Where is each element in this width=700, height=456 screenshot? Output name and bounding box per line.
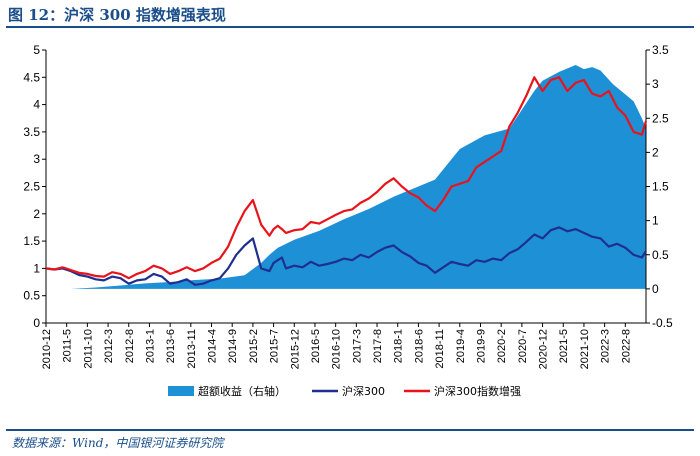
line-layer <box>45 76 648 286</box>
x-tick-label: 2020-7 <box>517 329 529 363</box>
x-tick-label: 2013-1 <box>144 329 156 363</box>
x-tick-label: 2022-3 <box>600 329 612 363</box>
source-note: 数据来源：Wind，中国银河证券研究院 <box>12 436 224 450</box>
left-tick-label: 5 <box>33 43 40 57</box>
right-tick-label: 2.5 <box>652 111 669 125</box>
x-tick-label: 2020-2 <box>496 329 508 363</box>
series-enhanced-line <box>45 76 648 280</box>
x-tick-label: 2020-12 <box>538 329 550 369</box>
left-tick-label: 2.5 <box>23 180 40 194</box>
right-tick-label: 1.5 <box>652 180 669 194</box>
legend-excess-swatch <box>168 386 194 396</box>
x-tick-label: 2019-4 <box>455 329 467 363</box>
x-tick-label: 2016-5 <box>310 329 322 363</box>
right-tick-label: 2 <box>652 145 659 159</box>
left-tick-label: 1 <box>33 261 40 275</box>
x-tick-label: 2018-6 <box>413 329 425 363</box>
footer-divider <box>6 429 694 431</box>
x-tick-label: 2015-2 <box>248 329 260 363</box>
x-tick-label: 2016-10 <box>331 329 343 369</box>
right-tick-label: 3.5 <box>652 43 669 57</box>
x-tick-label: 2014-4 <box>207 329 219 363</box>
left-tick-label: 2 <box>33 207 40 221</box>
x-tick-label: 2017-3 <box>351 329 363 363</box>
x-tick-label: 2021-10 <box>579 329 591 369</box>
right-tick-label: -0.5 <box>652 316 673 330</box>
x-tick-label: 2012-3 <box>103 329 115 363</box>
x-tick-label: 2021-5 <box>558 329 570 363</box>
right-tick-label: 1 <box>652 214 659 228</box>
x-tick-label: 2012-8 <box>124 329 136 363</box>
left-tick-label: 4 <box>33 98 40 112</box>
page-title: 图 12：沪深 300 指数增强表现 <box>8 6 226 24</box>
legend-excess-label: 超额收益（右轴） <box>198 384 286 398</box>
legend-enhanced-label: 沪深300指数增强 <box>434 384 521 398</box>
x-tick-label: 2019-9 <box>475 329 487 363</box>
series-hs300-line <box>45 226 647 286</box>
excess-area-layer <box>46 65 646 289</box>
x-tick-label: 2013-11 <box>186 329 198 369</box>
x-tick-label: 2018-11 <box>434 329 446 369</box>
x-tick-label: 2011-10 <box>82 329 94 369</box>
x-tick-label: 2017-8 <box>372 329 384 363</box>
x-tick-label: 2015-12 <box>289 329 301 369</box>
x-tick-label: 2011-5 <box>62 329 74 362</box>
x-tick-label: 2013-6 <box>165 329 177 363</box>
left-tick-label: 3.5 <box>23 125 40 139</box>
left-tick-label: 3 <box>33 152 40 166</box>
title-divider <box>6 26 694 28</box>
left-tick-label: 1.5 <box>23 234 40 248</box>
x-tick-label: 2015-7 <box>269 329 281 363</box>
x-tick-label: 2010-12 <box>41 329 53 369</box>
x-tick-label: 2018-1 <box>393 329 405 363</box>
left-tick-label: 4.5 <box>23 70 40 84</box>
axes-layer: 0 0.5 1 1.5 2 2.5 3 3.5 4 4.5 5 -0.5 0 0.5 1 1.5 2 2.5 3 3.… <box>23 43 673 369</box>
right-tick-label: 0.5 <box>652 248 669 262</box>
left-tick-label: 0 <box>33 316 40 330</box>
left-tick-label: 0.5 <box>23 289 40 303</box>
right-tick-label: 0 <box>652 282 659 296</box>
x-tick-label: 2014-9 <box>227 329 239 363</box>
x-tick-label: 2022-8 <box>620 329 632 363</box>
legend: 超额收益（右轴） 沪深300 沪深300指数增强 <box>168 384 521 398</box>
right-tick-label: 3 <box>652 77 659 91</box>
series-excess-area <box>46 65 646 289</box>
legend-hs300-label: 沪深300 <box>342 384 385 398</box>
